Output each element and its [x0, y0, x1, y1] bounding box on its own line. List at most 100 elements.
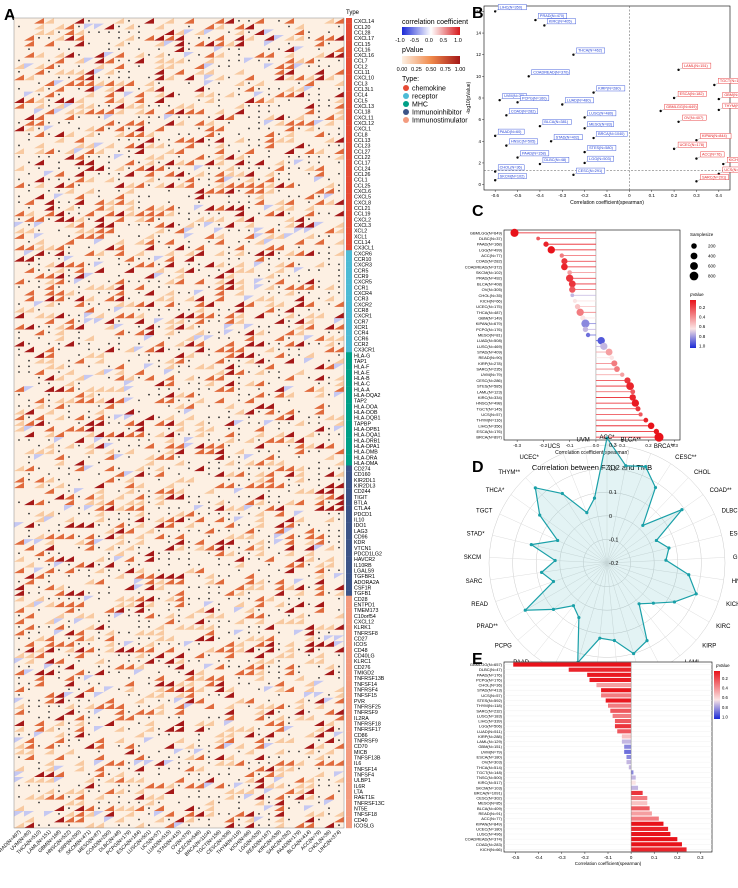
heatmap-cell-triangle: [154, 578, 164, 585]
row-gene-label: CD40: [354, 818, 368, 824]
heatmap-cell-triangle: [214, 272, 224, 279]
heatmap-cell-triangle: [224, 522, 234, 528]
panelC-xlabel: Correlation coefficient(spearman): [555, 450, 629, 456]
heatmap-cell-triangle: [184, 686, 194, 693]
heatmap-cell-triangle: [154, 68, 164, 75]
heatmap-significance-dot: [218, 801, 220, 804]
heatmap-significance-dot: [158, 529, 160, 532]
heatmap-significance-dot: [98, 155, 100, 158]
heatmap-cell-triangle: [254, 516, 264, 523]
heatmap-significance-dot: [338, 286, 340, 288]
heatmap-significance-dot: [138, 546, 140, 549]
heatmap-significance-dot: [108, 104, 110, 107]
heatmap-cell-triangle: [164, 318, 174, 324]
heatmap-cell-triangle: [134, 165, 144, 171]
heatmap-significance-dot: [198, 388, 200, 390]
panelB-point-label: SARC(N=201): [702, 175, 727, 179]
heatmap-significance-dot: [38, 761, 40, 764]
heatmap-cell-triangle: [334, 301, 344, 307]
heatmap-significance-dot: [28, 359, 30, 362]
heatmap-cell-triangle: [264, 363, 274, 370]
heatmap-cell-triangle: [144, 159, 154, 166]
type-bar-cell: [346, 34, 352, 41]
row-gene-label: HLA-DQB1: [354, 416, 381, 422]
panelC-dot: [647, 422, 655, 430]
heatmap-significance-dot: [208, 138, 210, 141]
heatmap-significance-dot: [178, 365, 180, 368]
heatmap-cell-triangle: [294, 499, 304, 506]
heatmap-cell-triangle: [134, 57, 144, 64]
heatmap-cell-triangle: [44, 618, 54, 625]
heatmap-significance-dot: [188, 195, 190, 198]
type-bar-cell: [346, 726, 352, 732]
heatmap-cell-triangle: [94, 669, 104, 676]
heatmap-cell-triangle: [294, 709, 304, 715]
heatmap-significance-dot: [28, 710, 30, 713]
panelE-color-legend-tick: 0.8: [722, 705, 728, 710]
heatmap-significance-dot: [208, 184, 210, 186]
heatmap-cell-triangle: [194, 340, 204, 347]
row-gene-label: LGALS9: [354, 569, 374, 575]
heatmap-significance-dot: [248, 31, 250, 34]
panelB-point-label: GBMLGG(N=649): [666, 105, 697, 109]
heatmap-cell-triangle: [134, 578, 144, 585]
heatmap-cell-triangle: [334, 391, 344, 398]
heatmap-cell-triangle: [154, 85, 164, 92]
heatmap-significance-dot: [248, 252, 250, 254]
heatmap-cell-triangle: [254, 799, 264, 806]
heatmap-cell-triangle: [194, 346, 204, 353]
heatmap-significance-dot: [288, 167, 290, 170]
heatmap-significance-dot: [198, 643, 200, 645]
heatmap-cell-triangle: [64, 182, 74, 188]
row-gene-label: MICB: [354, 750, 368, 756]
heatmap-cell-triangle: [224, 272, 234, 279]
heatmap-cell-triangle: [334, 380, 344, 387]
heatmap-significance-dot: [138, 490, 140, 492]
heatmap-cell-triangle: [74, 295, 84, 302]
heatmap-significance-dot: [268, 716, 270, 719]
heatmap-significance-dot: [108, 558, 110, 560]
heatmap-cell-triangle: [224, 737, 234, 744]
heatmap-cell-triangle: [264, 29, 274, 35]
heatmap-cell-triangle: [94, 703, 104, 710]
heatmap-significance-dot: [18, 580, 20, 583]
heatmap-cell-triangle: [254, 612, 264, 619]
type-bar-cell: [346, 255, 352, 262]
heatmap-significance-dot: [278, 676, 280, 679]
heatmap-significance-dot: [318, 104, 320, 107]
heatmap-cell-triangle: [184, 437, 194, 443]
heatmap-cell-triangle: [224, 403, 234, 409]
heatmap-cell-triangle: [254, 635, 264, 642]
heatmap-significance-dot: [258, 138, 260, 141]
heatmap-cell-triangle: [184, 403, 194, 409]
heatmap-significance-dot: [208, 422, 210, 424]
heatmap-cell-triangle: [54, 329, 64, 336]
heatmap-cell-triangle: [54, 34, 64, 41]
heatmap-significance-dot: [98, 172, 100, 175]
heatmap-cell-triangle: [284, 391, 294, 398]
heatmap-significance-dot: [328, 693, 330, 696]
heatmap-cell-triangle: [54, 278, 64, 285]
heatmap-significance-dot: [48, 580, 50, 583]
heatmap-cell-triangle: [144, 584, 154, 591]
heatmap-cell-triangle: [164, 108, 174, 115]
heatmap-cell-triangle: [274, 578, 284, 585]
heatmap-cell-triangle: [304, 539, 314, 545]
heatmap-cell-triangle: [114, 714, 124, 721]
heatmap-cell-triangle: [44, 584, 54, 591]
heatmap-cell-triangle: [194, 652, 204, 659]
heatmap-significance-dot: [68, 586, 70, 589]
heatmap-cell-triangle: [264, 187, 274, 194]
heatmap-cell-triangle: [154, 74, 164, 81]
panelB-point-leader: [544, 23, 548, 26]
heatmap-cell-triangle: [294, 34, 304, 41]
panelB-xtick-label: -0.5: [514, 193, 522, 198]
type-bar-cell: [346, 250, 352, 257]
heatmap-cell-triangle: [54, 816, 64, 823]
heatmap-significance-dot: [168, 733, 170, 736]
heatmap-cell-triangle: [304, 119, 314, 126]
heatmap-cell-triangle: [244, 607, 254, 613]
heatmap-cell-triangle: [264, 301, 274, 307]
heatmap-significance-dot: [208, 155, 210, 158]
heatmap-cell-triangle: [314, 561, 324, 568]
